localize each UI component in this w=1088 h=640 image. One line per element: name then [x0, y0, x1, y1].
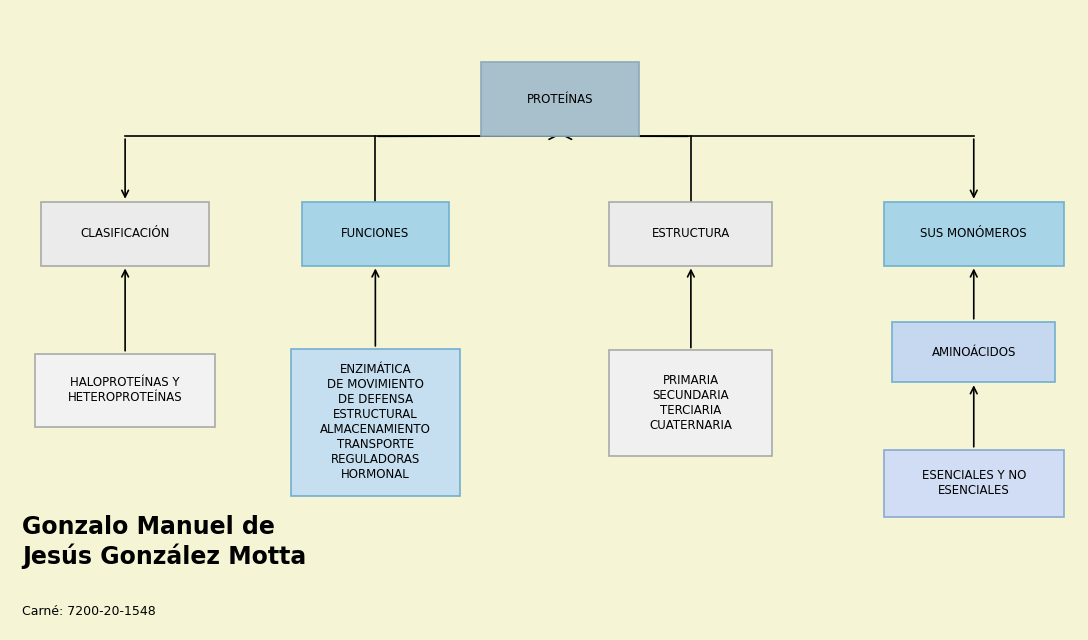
- FancyBboxPatch shape: [883, 449, 1063, 517]
- Text: ENZIMÁTICA
DE MOVIMIENTO
DE DEFENSA
ESTRUCTURAL
ALMACENAMIENTO
TRANSPORTE
REGULA: ENZIMÁTICA DE MOVIMIENTO DE DEFENSA ESTR…: [320, 364, 431, 481]
- Text: PRIMARIA
SECUNDARIA
TERCIARIA
CUATERNARIA: PRIMARIA SECUNDARIA TERCIARIA CUATERNARI…: [650, 374, 732, 432]
- FancyBboxPatch shape: [301, 202, 448, 266]
- Text: SUS MONÓMEROS: SUS MONÓMEROS: [920, 227, 1027, 240]
- Text: CLASIFICACIÓN: CLASIFICACIÓN: [81, 227, 170, 240]
- Text: HALOPROTEÍNAS Y
HETEROPROTEÍNAS: HALOPROTEÍNAS Y HETEROPROTEÍNAS: [67, 376, 183, 404]
- Text: Carné: 7200-20-1548: Carné: 7200-20-1548: [22, 605, 156, 618]
- Text: ESENCIALES Y NO
ESENCIALES: ESENCIALES Y NO ESENCIALES: [922, 469, 1026, 497]
- FancyBboxPatch shape: [883, 202, 1063, 266]
- Text: PROTEÍNAS: PROTEÍNAS: [527, 93, 594, 106]
- FancyBboxPatch shape: [609, 202, 772, 266]
- Text: Gonzalo Manuel de
Jesús González Motta: Gonzalo Manuel de Jesús González Motta: [22, 515, 306, 569]
- FancyBboxPatch shape: [35, 353, 214, 428]
- Text: AMINOÁCIDOS: AMINOÁCIDOS: [931, 346, 1016, 358]
- FancyBboxPatch shape: [892, 321, 1055, 382]
- FancyBboxPatch shape: [41, 202, 209, 266]
- Text: FUNCIONES: FUNCIONES: [342, 227, 409, 240]
- Text: ESTRUCTURA: ESTRUCTURA: [652, 227, 730, 240]
- FancyBboxPatch shape: [481, 62, 640, 136]
- FancyBboxPatch shape: [609, 350, 772, 456]
- FancyBboxPatch shape: [290, 349, 459, 496]
